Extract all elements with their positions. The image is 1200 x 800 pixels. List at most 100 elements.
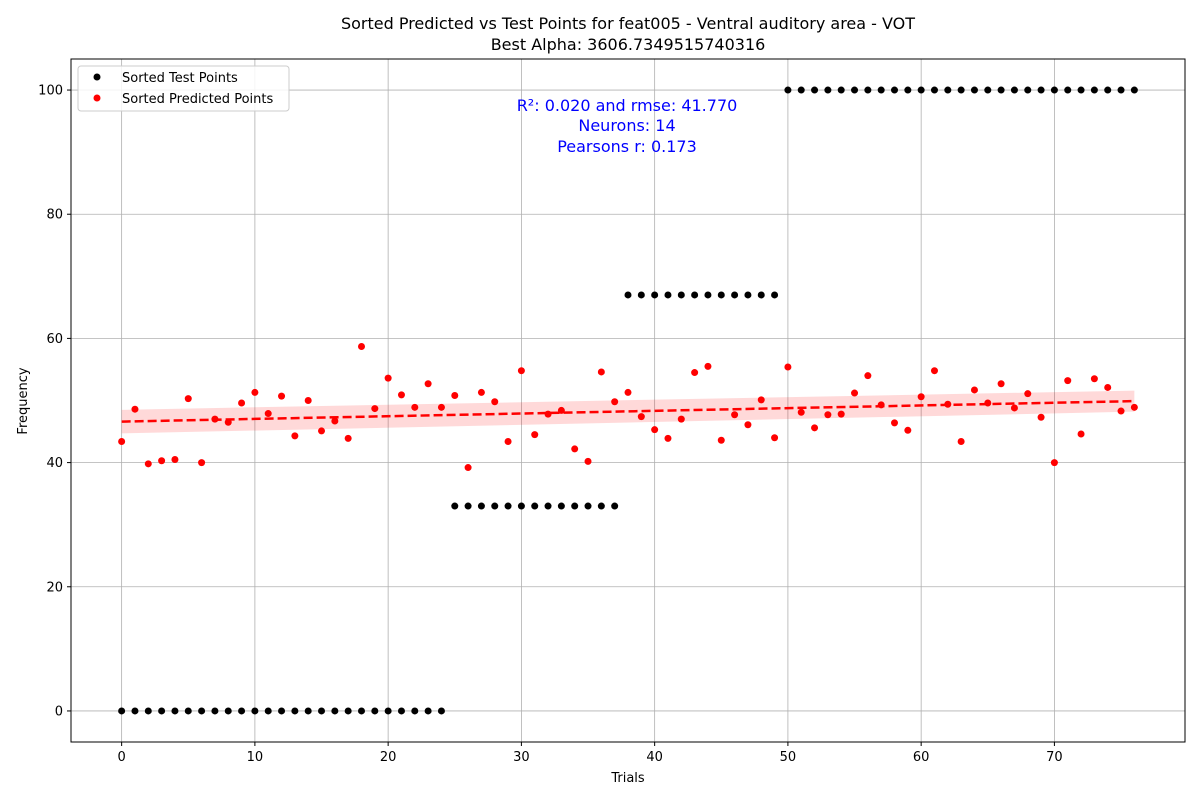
predicted-point (811, 424, 819, 432)
test-point (238, 707, 246, 715)
predicted-point (664, 434, 672, 442)
test-point (464, 502, 472, 510)
predicted-point (1090, 375, 1098, 383)
predicted-point (171, 455, 179, 463)
y-tick-label: 60 (46, 332, 63, 347)
predicted-point (464, 464, 472, 472)
test-point (984, 86, 992, 94)
predicted-point (757, 396, 765, 404)
predicted-point (278, 392, 286, 400)
predicted-point (184, 395, 192, 403)
predicted-point (411, 403, 419, 411)
legend-label-test: Sorted Test Points (122, 71, 238, 86)
predicted-point (904, 426, 912, 434)
predicted-point (637, 413, 645, 421)
x-axis-ticks: 0 10 20 30 40 50 60 70 (117, 742, 1063, 765)
test-point (944, 86, 952, 94)
predicted-point (1117, 407, 1125, 415)
test-point (544, 502, 552, 510)
predicted-point (1077, 430, 1085, 438)
annotation-neurons: Neurons: 14 (578, 116, 675, 135)
test-point (331, 707, 339, 715)
test-point (611, 502, 619, 510)
predicted-point (397, 391, 405, 399)
test-point (970, 86, 978, 94)
chart-title: Sorted Predicted vs Test Points for feat… (341, 14, 915, 33)
predicted-point (837, 410, 845, 418)
annotation-r2-rmse: R²: 0.020 and rmse: 41.770 (517, 96, 738, 115)
test-point (1077, 86, 1085, 94)
x-tick-label: 0 (117, 750, 125, 765)
test-point (851, 86, 859, 94)
test-point (664, 291, 672, 299)
test-point (371, 707, 379, 715)
test-point (557, 502, 565, 510)
annotation-pearson: Pearsons r: 0.173 (557, 137, 697, 156)
predicted-point (797, 408, 805, 416)
test-point (491, 502, 499, 510)
test-point (624, 291, 632, 299)
test-point (811, 86, 819, 94)
x-tick-label: 20 (380, 750, 397, 765)
test-point (1010, 86, 1018, 94)
test-point (771, 291, 779, 299)
predicted-point (864, 372, 872, 380)
predicted-point (477, 388, 485, 396)
test-point (651, 291, 659, 299)
test-point (824, 86, 832, 94)
test-point (158, 707, 166, 715)
predicted-point (557, 406, 565, 414)
legend-marker-predicted (93, 94, 101, 102)
test-point (291, 707, 299, 715)
test-point (691, 291, 699, 299)
x-tick-label: 10 (247, 750, 264, 765)
test-point (930, 86, 938, 94)
test-point (797, 86, 805, 94)
test-point (171, 707, 179, 715)
predicted-point (651, 426, 659, 434)
test-point (477, 502, 485, 510)
test-point (917, 86, 925, 94)
test-point (251, 707, 259, 715)
predicted-point (291, 432, 299, 440)
test-point (211, 707, 219, 715)
test-point (864, 86, 872, 94)
test-point (184, 707, 192, 715)
test-point (424, 707, 432, 715)
test-point (597, 502, 605, 510)
test-point (357, 707, 365, 715)
predicted-point (1104, 383, 1112, 391)
test-point (891, 86, 899, 94)
test-point (344, 707, 352, 715)
predicted-point (970, 386, 978, 394)
predicted-point (571, 445, 579, 453)
test-point (837, 86, 845, 94)
predicted-point (717, 436, 725, 444)
predicted-point (691, 369, 699, 377)
predicted-point (531, 431, 539, 439)
test-point (451, 502, 459, 510)
test-point (198, 707, 206, 715)
y-tick-label: 20 (46, 580, 63, 595)
test-point (144, 707, 152, 715)
test-point (677, 291, 685, 299)
predicted-point (198, 459, 206, 467)
x-tick-label: 50 (780, 750, 797, 765)
x-tick-label: 70 (1046, 750, 1063, 765)
test-point (1130, 86, 1138, 94)
test-point (278, 707, 286, 715)
test-point (504, 502, 512, 510)
predicted-point (344, 434, 352, 442)
predicted-point (264, 410, 272, 418)
legend-label-predicted: Sorted Predicted Points (122, 92, 273, 107)
test-point (531, 502, 539, 510)
predicted-point (357, 342, 365, 350)
legend-marker-test (93, 73, 101, 81)
data-points (118, 86, 1138, 715)
y-tick-label: 40 (46, 456, 63, 471)
confidence-band (121, 390, 1135, 434)
test-point (118, 707, 126, 715)
test-point (304, 707, 312, 715)
predicted-point (504, 437, 512, 445)
